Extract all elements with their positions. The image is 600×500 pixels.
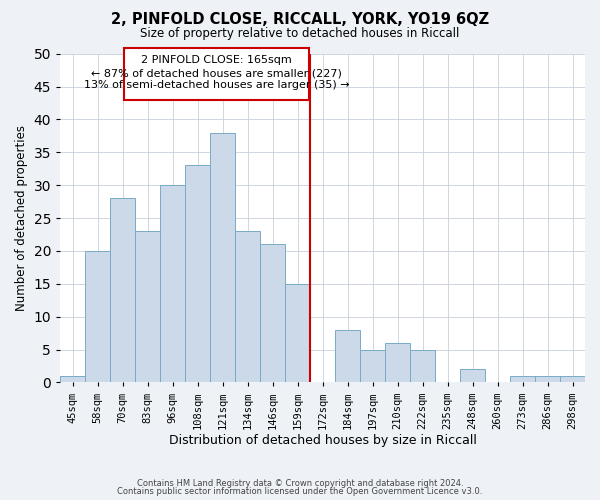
Bar [185, 166, 210, 382]
Bar [285, 284, 310, 382]
Bar [85, 251, 110, 382]
Text: Contains HM Land Registry data © Crown copyright and database right 2024.: Contains HM Land Registry data © Crown c… [137, 478, 463, 488]
Bar [210, 132, 235, 382]
Bar [160, 185, 185, 382]
Bar [124, 48, 309, 100]
Bar [410, 350, 435, 382]
Text: Contains public sector information licensed under the Open Government Licence v3: Contains public sector information licen… [118, 487, 482, 496]
X-axis label: Distribution of detached houses by size in Riccall: Distribution of detached houses by size … [169, 434, 476, 448]
Bar [385, 343, 410, 382]
Bar [535, 376, 560, 382]
Text: 2 PINFOLD CLOSE: 165sqm: 2 PINFOLD CLOSE: 165sqm [141, 55, 292, 65]
Bar [260, 244, 285, 382]
Bar [510, 376, 535, 382]
Text: Size of property relative to detached houses in Riccall: Size of property relative to detached ho… [140, 28, 460, 40]
Bar [560, 376, 585, 382]
Bar [235, 231, 260, 382]
Bar [110, 198, 135, 382]
Text: 13% of semi-detached houses are larger (35) →: 13% of semi-detached houses are larger (… [83, 80, 349, 90]
Bar [460, 370, 485, 382]
Y-axis label: Number of detached properties: Number of detached properties [15, 125, 28, 311]
Bar [135, 231, 160, 382]
Bar [335, 330, 360, 382]
Text: ← 87% of detached houses are smaller (227): ← 87% of detached houses are smaller (22… [91, 68, 342, 78]
Bar [360, 350, 385, 382]
Bar [60, 376, 85, 382]
Text: 2, PINFOLD CLOSE, RICCALL, YORK, YO19 6QZ: 2, PINFOLD CLOSE, RICCALL, YORK, YO19 6Q… [111, 12, 489, 28]
